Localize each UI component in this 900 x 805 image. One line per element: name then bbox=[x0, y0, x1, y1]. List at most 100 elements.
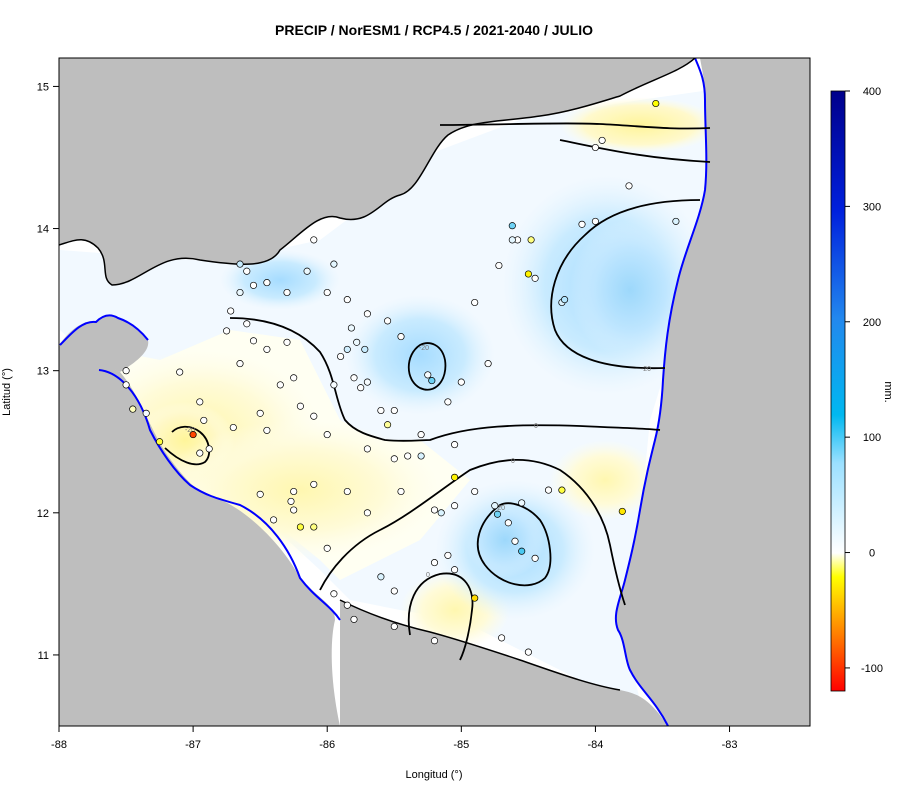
colorbar-tick-label: 100 bbox=[863, 432, 881, 444]
station-point bbox=[249, 281, 258, 289]
station-point bbox=[652, 99, 660, 108]
station-point bbox=[531, 554, 539, 562]
station-point bbox=[287, 497, 295, 505]
station-markers bbox=[122, 99, 680, 656]
colorbar-gradient bbox=[830, 90, 846, 692]
station-point bbox=[377, 406, 385, 415]
station-point bbox=[343, 345, 351, 353]
x-axis-label: Longitud (°) bbox=[406, 769, 463, 781]
station-point bbox=[508, 236, 516, 244]
station-point bbox=[544, 486, 553, 494]
y-axis: 11 12 13 14 15 bbox=[37, 81, 59, 662]
outside-land bbox=[59, 58, 810, 726]
gulf-coastline bbox=[59, 314, 149, 346]
station-point bbox=[451, 502, 459, 510]
station-point bbox=[484, 360, 492, 368]
station-point bbox=[390, 455, 398, 463]
field-yellow-east bbox=[550, 440, 660, 520]
contour-center-neg20 bbox=[407, 342, 447, 391]
station-point bbox=[524, 270, 532, 278]
station-point bbox=[518, 547, 526, 555]
station-point bbox=[404, 452, 412, 460]
station-point bbox=[471, 487, 479, 496]
station-point bbox=[353, 338, 361, 346]
x-axis: -88 -87 -86 -85 -84 -83 bbox=[51, 726, 737, 751]
station-point bbox=[504, 519, 512, 527]
contour-label: -20 bbox=[419, 345, 429, 352]
field-blue-center bbox=[345, 295, 495, 415]
station-point bbox=[363, 509, 371, 517]
station-point bbox=[591, 143, 599, 152]
station-point bbox=[618, 507, 626, 515]
contour-zero-central bbox=[229, 317, 661, 442]
contour-label: -20 bbox=[641, 366, 651, 373]
station-point bbox=[377, 573, 385, 581]
station-point bbox=[361, 345, 369, 353]
station-point bbox=[384, 421, 392, 429]
station-point bbox=[310, 412, 318, 420]
station-point bbox=[350, 374, 358, 382]
station-point bbox=[263, 345, 271, 353]
chart-title: PRECIP / NorESM1 / RCP4.5 / 2021-2040 / … bbox=[275, 22, 593, 38]
station-point bbox=[256, 490, 264, 498]
station-point bbox=[296, 523, 304, 531]
station-point bbox=[276, 381, 284, 389]
station-point bbox=[156, 438, 164, 446]
x-tick-label: -88 bbox=[51, 739, 67, 751]
station-point bbox=[343, 601, 351, 609]
contour-label: -20 bbox=[185, 427, 195, 434]
y-tick-label: 14 bbox=[37, 224, 49, 236]
station-point bbox=[558, 486, 566, 494]
station-point bbox=[390, 406, 398, 415]
contour-ne-neg20 bbox=[550, 199, 701, 370]
station-point bbox=[430, 637, 439, 645]
station-point bbox=[430, 559, 439, 567]
colorbar: -100 0 100 200 300 400 mm. bbox=[830, 86, 894, 692]
station-point bbox=[491, 502, 499, 510]
honduras-region bbox=[59, 58, 695, 285]
caribbean-land bbox=[615, 58, 810, 726]
station-point bbox=[444, 551, 452, 559]
station-point bbox=[189, 431, 197, 439]
station-point bbox=[283, 338, 291, 346]
plot-area: 0 -20 -20 -20 -20 0 0 bbox=[59, 58, 810, 726]
contour-zero-south bbox=[319, 458, 626, 606]
station-point bbox=[200, 416, 208, 424]
precip-field bbox=[60, 90, 720, 700]
station-point bbox=[270, 516, 278, 524]
station-point bbox=[223, 327, 231, 335]
station-point bbox=[471, 594, 479, 602]
station-point bbox=[598, 136, 606, 144]
gulf-fonseca-land bbox=[59, 315, 149, 372]
contour-label: 0 bbox=[426, 572, 430, 579]
pacific-coast-land bbox=[59, 345, 340, 726]
station-point bbox=[236, 260, 244, 268]
station-point bbox=[122, 367, 130, 375]
station-point bbox=[196, 398, 204, 406]
station-point bbox=[444, 398, 452, 406]
x-tick-label: -83 bbox=[722, 739, 738, 751]
station-point bbox=[591, 217, 599, 225]
station-point bbox=[129, 405, 137, 413]
y-tick-label: 12 bbox=[37, 508, 49, 520]
station-point bbox=[390, 587, 398, 595]
station-point bbox=[471, 298, 479, 307]
station-point bbox=[672, 217, 680, 225]
station-point bbox=[243, 267, 251, 275]
station-point bbox=[518, 499, 526, 507]
y-tick-label: 15 bbox=[37, 81, 49, 93]
station-point bbox=[457, 378, 465, 386]
station-point bbox=[531, 274, 539, 282]
colorbar-tick-label: 0 bbox=[869, 548, 875, 560]
station-point bbox=[430, 506, 439, 514]
station-point bbox=[229, 423, 237, 432]
station-point bbox=[236, 360, 244, 368]
station-point bbox=[343, 487, 351, 496]
station-point bbox=[263, 426, 271, 434]
x-tick-label: -86 bbox=[319, 739, 335, 751]
station-point bbox=[249, 337, 258, 345]
y-tick-label: 11 bbox=[38, 650, 49, 662]
station-point bbox=[290, 506, 298, 514]
station-point bbox=[424, 371, 432, 379]
